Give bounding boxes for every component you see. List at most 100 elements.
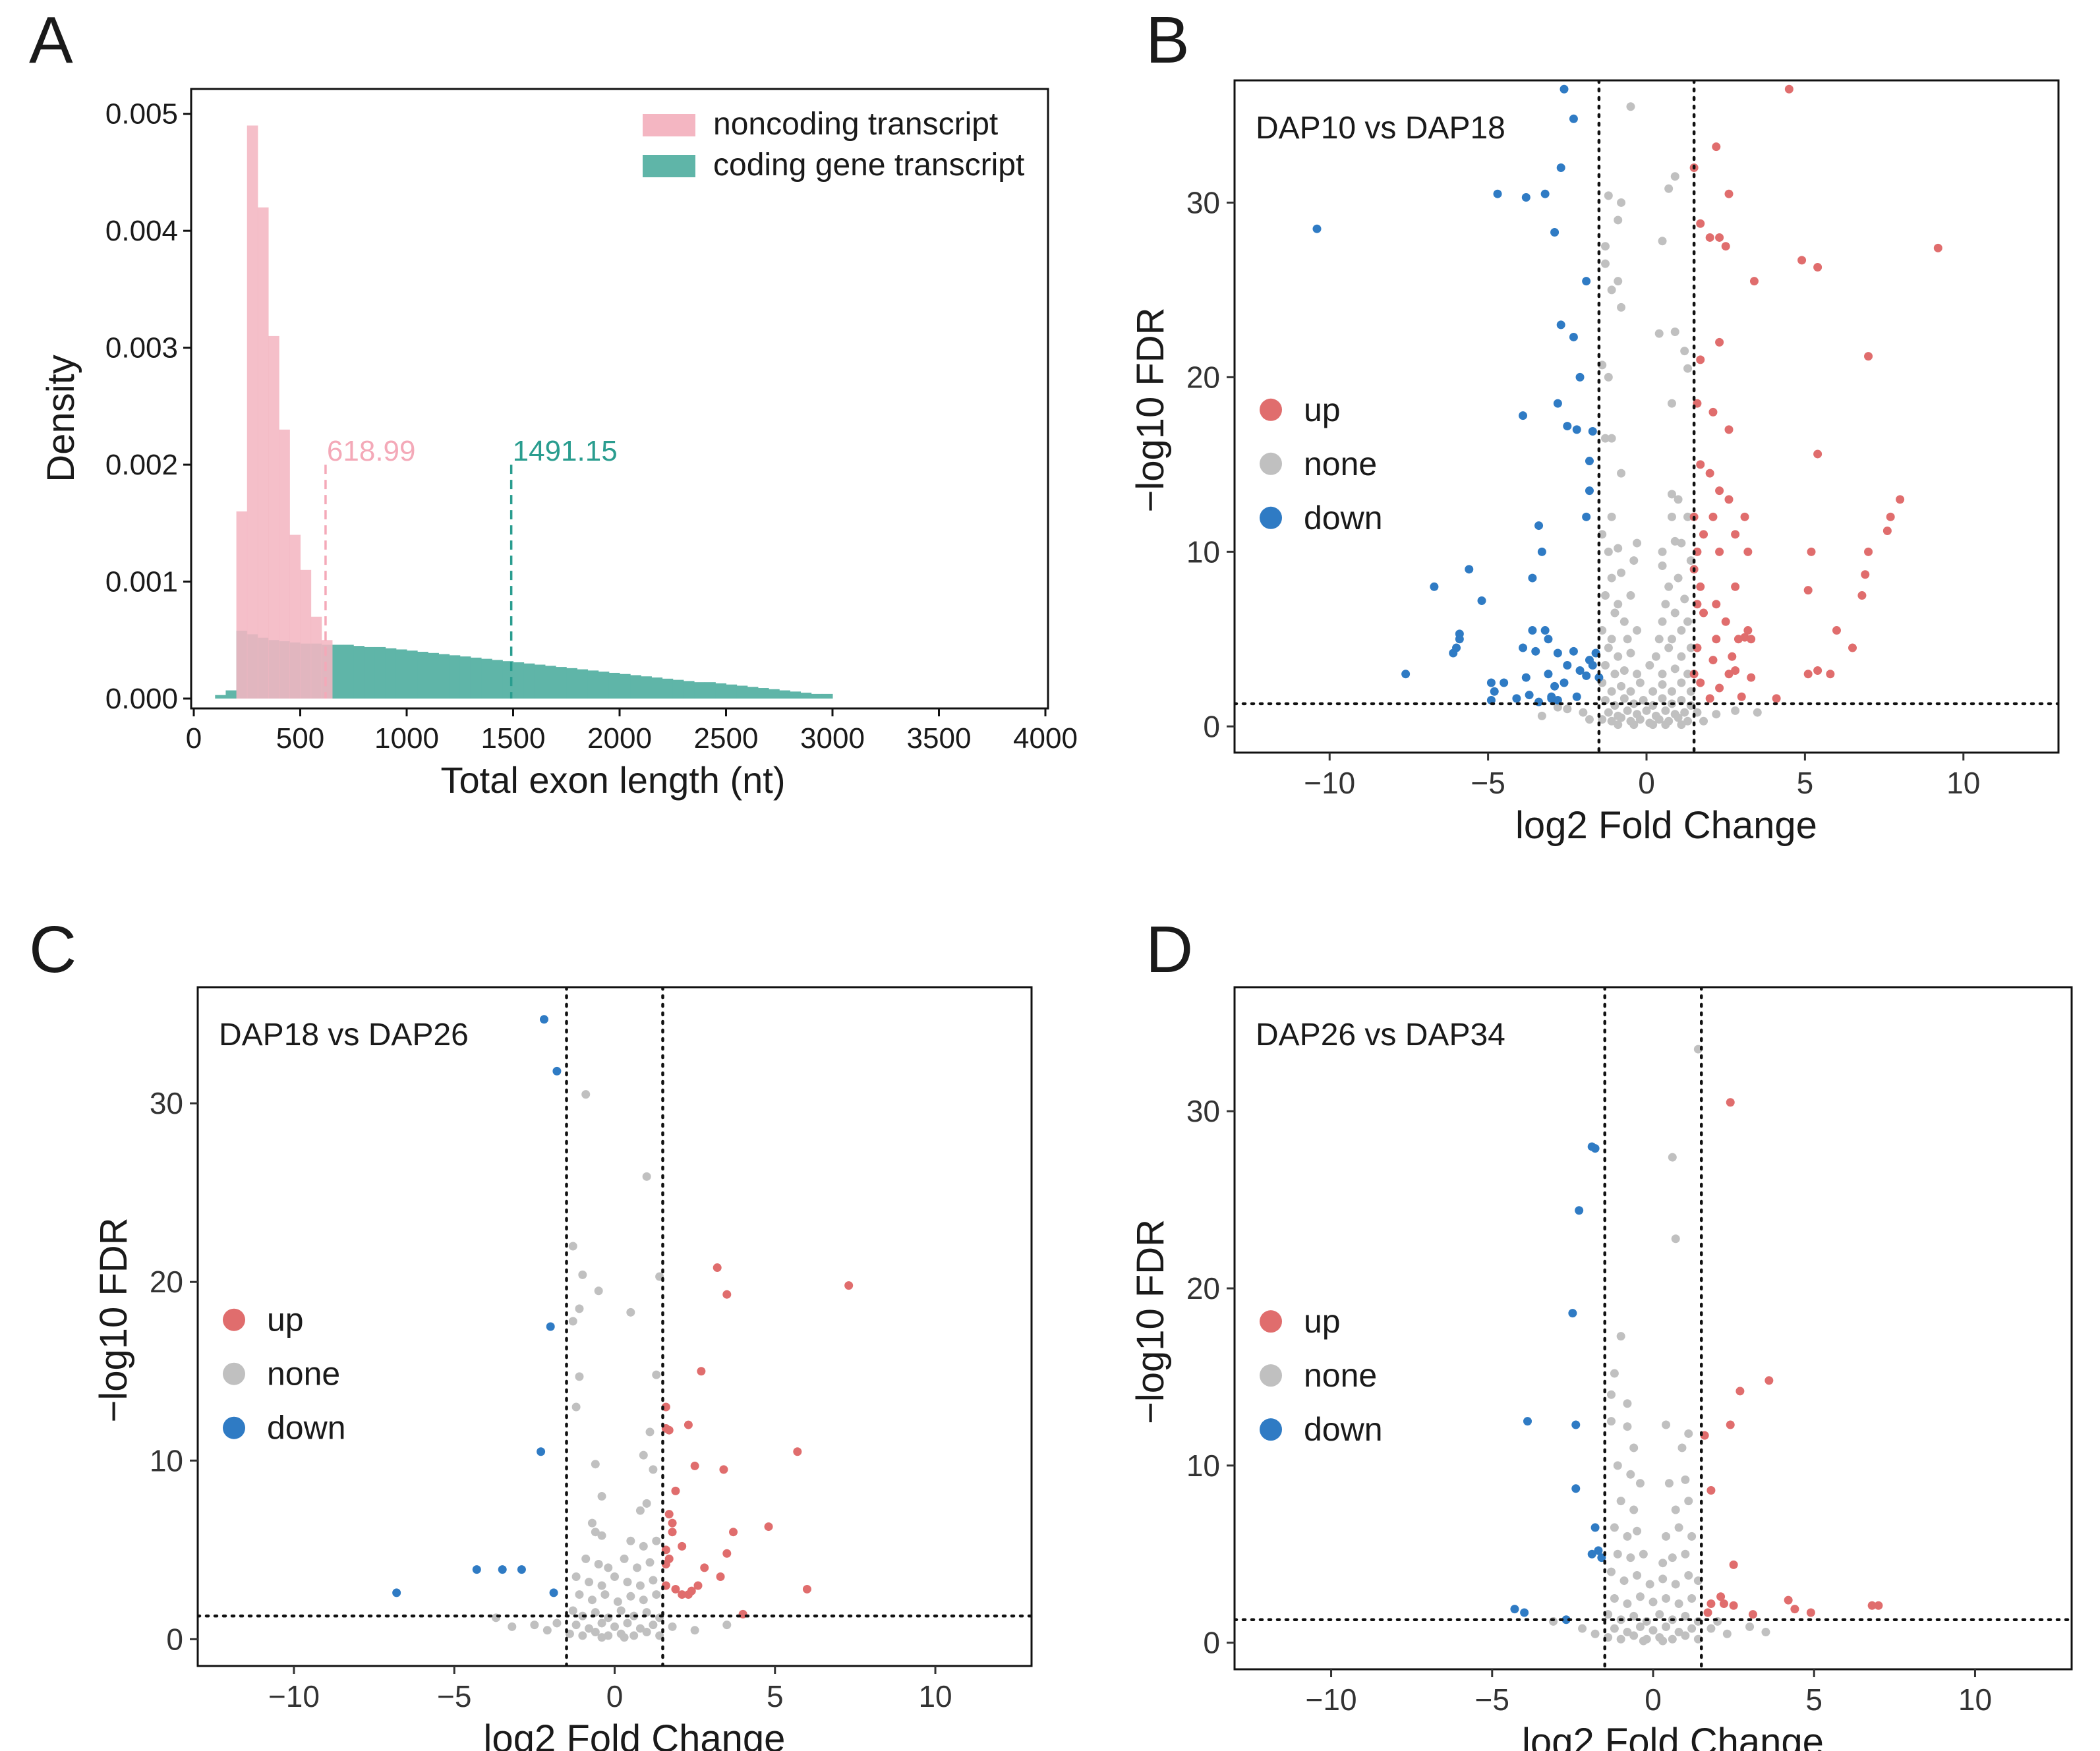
point-none xyxy=(594,1286,603,1296)
point-up xyxy=(729,1528,738,1537)
point-none xyxy=(1658,1574,1668,1584)
point-none xyxy=(1674,1523,1683,1532)
point-up xyxy=(1857,591,1867,600)
y-tick-label: 0.000 xyxy=(105,683,178,715)
point-none xyxy=(1645,1580,1654,1589)
y-tick-label: 30 xyxy=(1186,1094,1220,1128)
x-tick-label: 1500 xyxy=(481,722,546,755)
point-none xyxy=(1667,635,1676,644)
point-up xyxy=(664,1510,674,1519)
point-down xyxy=(1455,635,1464,644)
point-down xyxy=(1544,635,1553,644)
point-up xyxy=(1735,1387,1745,1396)
x-tick-label: 10 xyxy=(1958,1682,1992,1717)
point-up xyxy=(678,1590,687,1599)
x-tick-label: 500 xyxy=(276,722,324,755)
x-tick-label: 5 xyxy=(1805,1682,1823,1717)
point-none xyxy=(530,1621,539,1630)
point-up xyxy=(664,1425,674,1435)
x-tick-label: 5 xyxy=(767,1679,784,1713)
point-none xyxy=(1629,699,1639,708)
point-none xyxy=(591,1628,600,1636)
panel-d-chart: 0 10 20 30 −10 −5 0 5 10 log2 Fold Change −log10 F… xyxy=(1129,986,2073,1751)
panel-d-plot-area xyxy=(1235,987,2072,1669)
point-none xyxy=(1626,1470,1635,1479)
point-down xyxy=(1563,661,1572,670)
point-none xyxy=(1667,512,1676,521)
point-down xyxy=(472,1565,481,1574)
panel-d-frame xyxy=(1233,986,2073,1671)
point-none xyxy=(1661,600,1670,609)
point-down xyxy=(1490,687,1499,696)
point-up xyxy=(1729,1560,1738,1569)
bar-coding xyxy=(683,681,695,699)
point-none xyxy=(1699,716,1708,726)
point-none xyxy=(1629,556,1639,565)
point-none xyxy=(1578,1624,1587,1633)
point-down xyxy=(1582,671,1591,680)
point-none xyxy=(1745,1622,1755,1631)
x-tick-label: 0 xyxy=(606,1679,624,1713)
point-up xyxy=(1748,1610,1757,1619)
point-none xyxy=(620,1554,629,1563)
point-none xyxy=(1623,706,1632,715)
point-none xyxy=(1680,594,1689,604)
point-none xyxy=(1680,347,1689,356)
point-none xyxy=(1616,1332,1625,1341)
point-none xyxy=(591,1528,600,1537)
point-none xyxy=(623,1578,632,1587)
point-none xyxy=(585,1624,594,1633)
point-up xyxy=(844,1281,854,1290)
bar-noncoding xyxy=(268,335,279,699)
bar-coding xyxy=(385,648,397,699)
bar-coding xyxy=(332,645,343,699)
point-none xyxy=(1677,1443,1687,1452)
point-none xyxy=(604,1631,613,1640)
point-down xyxy=(1556,320,1565,330)
point-up xyxy=(1716,1592,1726,1601)
point-up xyxy=(1705,469,1714,478)
point-none xyxy=(1687,1593,1697,1603)
y-tick-label: 0.005 xyxy=(105,98,178,130)
bar-coding xyxy=(481,658,492,699)
legend-swatch-noncoding xyxy=(643,114,695,136)
point-none xyxy=(1629,1505,1639,1514)
point-none xyxy=(1617,713,1626,722)
point-up xyxy=(1728,652,1737,661)
point-none xyxy=(1607,285,1616,295)
point-down xyxy=(1594,1546,1603,1555)
point-none xyxy=(1607,687,1616,696)
point-up xyxy=(1731,582,1740,591)
bar-noncoding xyxy=(257,207,269,699)
point-none xyxy=(1617,198,1626,207)
point-none xyxy=(1617,568,1626,577)
point-up xyxy=(1715,233,1724,242)
point-none xyxy=(578,1631,587,1640)
point-none xyxy=(1648,1597,1658,1607)
point-none xyxy=(1633,670,1642,679)
y-tick-label: 20 xyxy=(1186,360,1220,394)
y-tick-label: 0 xyxy=(1203,709,1220,743)
point-none xyxy=(1614,544,1623,553)
x-tick-label: −5 xyxy=(1471,766,1505,800)
legend-dot-none xyxy=(223,1362,245,1385)
legend-dot-up xyxy=(223,1308,245,1331)
point-none xyxy=(1677,678,1686,687)
point-up xyxy=(693,1581,703,1590)
point-up xyxy=(1803,670,1813,679)
point-none xyxy=(1610,608,1619,617)
point-none xyxy=(1687,1532,1697,1541)
point-down xyxy=(1550,681,1560,691)
bar-coding xyxy=(811,693,823,699)
bar-coding xyxy=(566,668,577,699)
point-up xyxy=(802,1584,811,1593)
bar-coding xyxy=(747,687,759,699)
bar-coding xyxy=(215,695,226,699)
point-none xyxy=(620,1633,629,1642)
point-none xyxy=(1633,538,1642,548)
panel-b-frame xyxy=(1233,79,2060,754)
bar-noncoding xyxy=(236,511,248,699)
point-none xyxy=(1614,600,1623,609)
legend-dot-none xyxy=(1260,1364,1282,1387)
point-none xyxy=(585,1578,594,1587)
